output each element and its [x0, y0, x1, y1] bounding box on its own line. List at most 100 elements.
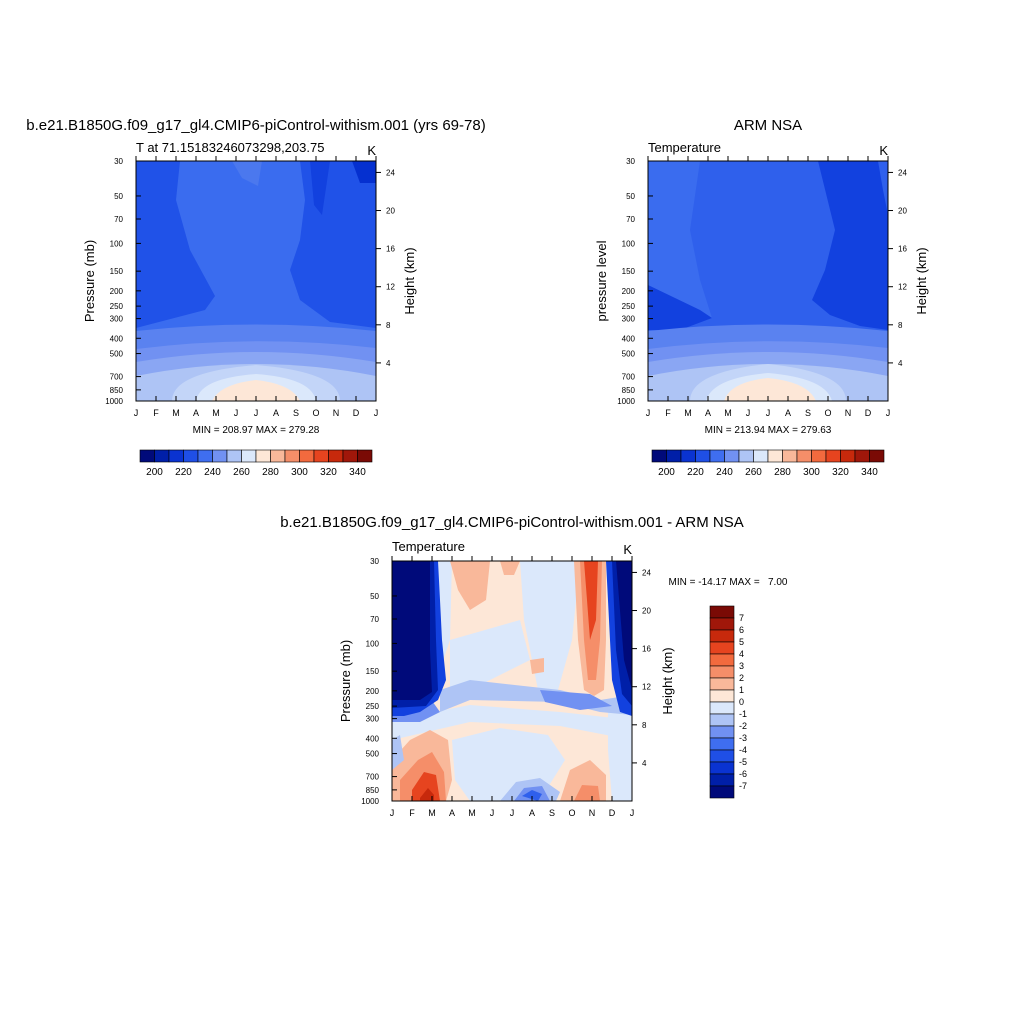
panel-model-ylabel: Pressure (mb): [82, 240, 97, 322]
y-tick-label: 1000: [361, 797, 379, 806]
y-tick-label: 300: [110, 315, 124, 324]
colorbar-swatch: [270, 449, 286, 463]
x-tick-label: S: [293, 408, 299, 418]
panel-model-stats: MIN = 208.97 MAX = 279.28: [193, 425, 320, 436]
x-tick-label: J: [510, 808, 515, 818]
panel-diff-ylabel: Pressure (mb): [338, 640, 353, 722]
colorbar-swatch: [782, 449, 798, 463]
y2-tick-label: 8: [898, 321, 903, 330]
x-tick-label: S: [805, 408, 811, 418]
colorbar-swatch: [709, 773, 735, 787]
x-tick-label: D: [609, 808, 616, 818]
colorbar-swatch: [709, 761, 735, 775]
x-tick-label: O: [824, 408, 831, 418]
panel-diff-colorbar: 7 6 5 4 3 2 1 0 -1 -2 -3 -4 -5 -6 -7: [709, 605, 747, 799]
panel-obs-units: K: [879, 143, 888, 158]
x-tick-label: J: [766, 408, 771, 418]
x-tick-label: F: [665, 408, 671, 418]
colorbar-swatch: [328, 449, 344, 463]
y-tick-label: 50: [114, 192, 123, 201]
y-tick-label: 700: [366, 773, 380, 782]
colorbar-swatch: [709, 617, 735, 631]
colorbar-swatch: [695, 449, 711, 463]
colorbar-label: 300: [291, 467, 308, 478]
y-tick-label: 850: [366, 786, 380, 795]
colorbar-swatch: [299, 449, 315, 463]
colorbar-swatch: [357, 449, 373, 463]
x-tick-label: M: [724, 408, 732, 418]
colorbar-swatch: [724, 449, 740, 463]
y2-tick-label: 24: [386, 168, 395, 177]
x-tick-label: M: [684, 408, 692, 418]
colorbar-swatch: [709, 749, 735, 763]
y-tick-label: 500: [110, 350, 124, 359]
colorbar-label: 340: [861, 467, 878, 478]
colorbar-label: 320: [832, 467, 849, 478]
colorbar-label: -4: [739, 745, 747, 755]
y-tick-label: 30: [370, 557, 379, 566]
x-tick-label: N: [845, 408, 852, 418]
x-tick-label: J: [234, 408, 239, 418]
colorbar-swatch: [840, 449, 856, 463]
y-tick-label: 100: [110, 239, 124, 248]
x-tick-label: M: [172, 408, 180, 418]
panel-diff-stats: MIN = -14.17 MAX = 7.00: [669, 577, 788, 588]
colorbar-swatch: [342, 449, 358, 463]
y-tick-label: 700: [110, 373, 124, 382]
colorbar-swatch: [680, 449, 696, 463]
x-tick-label: A: [193, 408, 199, 418]
colorbar-swatch: [709, 665, 735, 679]
y2-tick-label: 8: [386, 321, 391, 330]
y2-tick-label: 12: [386, 283, 395, 292]
panel-diff-subtitle-left: Temperature: [392, 539, 465, 554]
colorbar-swatch: [154, 449, 170, 463]
panel-obs: ARM NSA Temperature K J F M A M J J A S O N D J 30 50 7…: [594, 117, 929, 478]
colorbar-swatch: [709, 689, 735, 703]
y2-tick-label: 16: [642, 645, 651, 654]
colorbar-swatch: [709, 677, 735, 691]
y2-tick-label: 24: [642, 568, 651, 577]
panel-model-subtitle-left: T at 71.15183246073298,203.75: [136, 140, 324, 155]
x-tick-label: M: [212, 408, 220, 418]
x-tick-label: J: [390, 808, 395, 818]
colorbar-swatch: [709, 701, 735, 715]
panel-obs-y2label: Height (km): [914, 247, 929, 314]
panel-obs-subtitle-left: Temperature: [648, 140, 721, 155]
colorbar-label: 260: [745, 467, 762, 478]
colorbar-label: -7: [739, 781, 747, 791]
x-tick-label: J: [134, 408, 139, 418]
y-tick-label: 30: [114, 157, 123, 166]
y-tick-label: 400: [366, 734, 380, 743]
colorbar-swatch: [825, 449, 841, 463]
x-tick-label: J: [746, 408, 751, 418]
y2-tick-label: 12: [898, 283, 907, 292]
x-tick-label: N: [589, 808, 596, 818]
colorbar-swatch: [183, 449, 199, 463]
x-tick-label: M: [428, 808, 436, 818]
x-tick-label: M: [468, 808, 476, 818]
colorbar-swatch: [313, 449, 329, 463]
colorbar-label: 3: [739, 661, 744, 671]
colorbar-swatch: [709, 713, 735, 727]
colorbar-label: 320: [320, 467, 337, 478]
colorbar-label: -5: [739, 757, 747, 767]
panel-diff-units: K: [623, 542, 632, 557]
y-tick-label: 100: [366, 639, 380, 648]
x-tick-label: F: [153, 408, 159, 418]
colorbar-label: 1: [739, 685, 744, 695]
y2-tick-label: 24: [898, 168, 907, 177]
colorbar-swatch: [241, 449, 257, 463]
panel-model-axes: J F M A M J J A S O N D J 30 50 70 100 150 200 250 300 400 500…: [105, 156, 395, 418]
colorbar-label: 240: [204, 467, 221, 478]
panel-obs-stats: MIN = 213.94 MAX = 279.63: [705, 425, 832, 436]
y-tick-label: 400: [110, 334, 124, 343]
x-tick-label: F: [409, 808, 415, 818]
colorbar-label: -3: [739, 733, 747, 743]
colorbar-label: 0: [739, 697, 744, 707]
colorbar-swatch: [212, 449, 228, 463]
colorbar-swatch: [709, 725, 735, 739]
y2-tick-label: 16: [898, 245, 907, 254]
panel-obs-axes: J F M A M J J A S O N D J 30 50 70 100 150 200 250 300 400 500…: [617, 156, 907, 418]
y-tick-label: 150: [622, 267, 636, 276]
x-tick-label: A: [705, 408, 711, 418]
